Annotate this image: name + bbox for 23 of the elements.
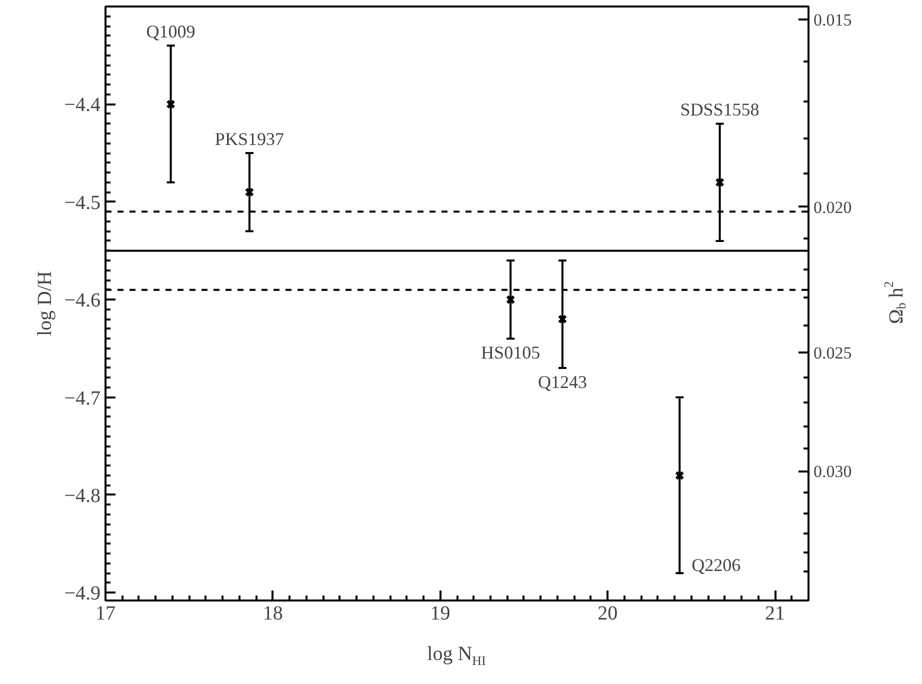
x-tick-label: 19 <box>430 602 450 624</box>
y-axis-title: log D/H <box>34 271 56 336</box>
x-tick-label: 21 <box>765 602 786 624</box>
annotation: Q2206 <box>692 555 741 576</box>
y-tick-label: −4.5 <box>64 192 100 214</box>
y2-tick-label: 0.015 <box>814 10 852 30</box>
y-tick-label: −4.8 <box>64 484 100 507</box>
y2-tick-label: 0.025 <box>814 343 852 362</box>
annotation: PKS1937 <box>214 129 284 150</box>
x-axis-title: log N$_{HI}$ <box>427 642 486 670</box>
x-tick-label: 18 <box>262 602 283 624</box>
y-tick-label: −4.9 <box>64 582 100 605</box>
y-tick-label: −4.7 <box>64 387 100 410</box>
annotation: SDSS1558 <box>680 100 760 120</box>
y-tick-label: −4.4 <box>64 94 100 116</box>
x-tick-label: 20 <box>598 602 618 624</box>
y-tick-label: −4.6 <box>64 290 100 312</box>
annotation: Q1243 <box>538 372 587 392</box>
x-tick-label: 17 <box>96 602 116 624</box>
annotation: HS0105 <box>481 342 540 363</box>
y2-tick-label: 0.020 <box>814 198 852 217</box>
y2-tick-label: 0.030 <box>814 462 852 482</box>
annotation: Q1009 <box>146 22 196 42</box>
